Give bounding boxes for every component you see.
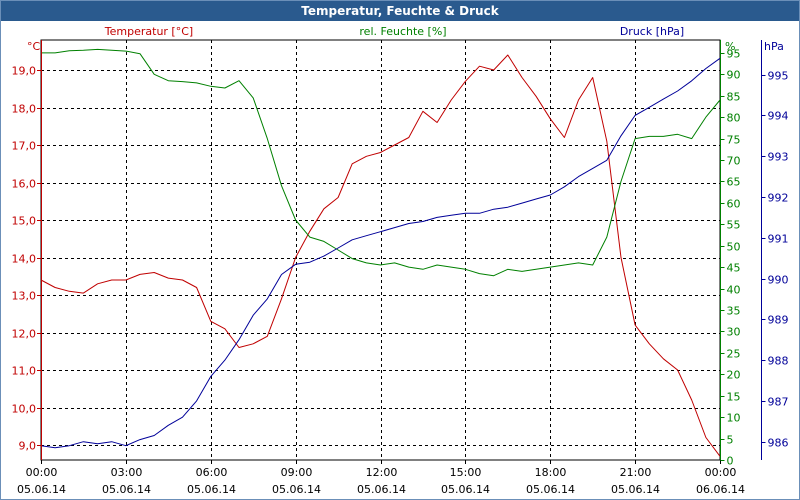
pressure-tick-label: 993 [768,151,789,164]
humidity-tick-label: 85 [727,91,741,104]
temperature-tick-label: 13,0 [12,290,37,303]
series-line-temperature [40,54,721,457]
x-tick-label-time: 03:00 [111,466,143,479]
temperature-tick-label: 18,0 [12,103,37,116]
x-tick-label-date: 05.06.14 [357,483,406,496]
temperature-tick-label: 17,0 [12,140,37,153]
temperature-tick-label: 19,0 [12,65,37,78]
pressure-tick-label: 994 [768,110,789,123]
humidity-tick-label: 90 [727,69,741,82]
humidity-tick-label: 70 [727,155,741,168]
humidity-tick-label: 10 [727,412,741,425]
x-tick-label-date: 05.06.14 [611,483,660,496]
x-tick-label-date: 06.06.14 [696,483,745,496]
x-tick-label-time: 06:00 [196,466,228,479]
axis-labels: 00:00 05.06.14 03:00 05.06.14 06:00 05.06.14 0… [12,25,789,496]
legend-pressure: Druck [hPa] [620,25,684,38]
x-tick-label-time: 21:00 [620,466,652,479]
humidity-tick-label: 60 [727,198,741,211]
legend-humidity: rel. Feuchte [%] [359,25,446,38]
temperature-tick-label: 10,0 [12,403,37,416]
humidity-tick-label: 40 [727,284,741,297]
x-tick-label-time: 18:00 [535,466,567,479]
humidity-tick-label: 15 [727,391,741,404]
x-tick-label-time: 00:00 [26,466,58,479]
humidity-tick-label: 55 [727,219,741,232]
pressure-unit-label: hPa [764,40,784,53]
axes [37,40,766,464]
temperature-tick-label: 9,0 [19,440,37,453]
x-tick-label-time: 00:00 [705,466,737,479]
x-tick-label-date: 05.06.14 [526,483,575,496]
x-tick-label-date: 05.06.14 [441,483,490,496]
pressure-tick-label: 989 [768,314,789,327]
series-line-humidity [41,48,721,277]
x-tick-label-date: 05.06.14 [272,483,321,496]
pressure-tick-label: 987 [768,396,789,409]
series-lines [40,48,721,457]
humidity-tick-label: 25 [727,348,741,361]
temperature-tick-label: 15,0 [12,215,37,228]
pressure-tick-label: 988 [768,355,789,368]
pressure-tick-label: 991 [768,233,789,246]
humidity-tick-label: 5 [727,434,734,447]
pressure-tick-label: 992 [768,192,789,205]
humidity-tick-label: 75 [727,134,741,147]
temperature-tick-label: 11,0 [12,365,37,378]
humidity-tick-label: 20 [727,369,741,382]
humidity-tick-label: 45 [727,262,741,275]
x-tick-label-time: 09:00 [281,466,313,479]
humidity-tick-label: 35 [727,305,741,318]
plot-area [40,39,721,461]
series-line-pressure [40,57,721,449]
x-tick-label-time: 12:00 [366,466,398,479]
humidity-tick-label: 80 [727,112,741,125]
humidity-tick-label: 65 [727,176,741,189]
x-tick-label-time: 15:00 [450,466,482,479]
pressure-tick-label: 986 [768,437,789,450]
temperature-unit-label: °C [27,40,41,53]
chart-canvas: 00:00 05.06.14 03:00 05.06.14 06:00 05.06.14 0… [12,25,789,496]
x-tick-label-date: 05.06.14 [187,483,236,496]
x-tick-label-date: 05.06.14 [102,483,151,496]
legend-temperature: Temperatur [°C] [104,25,193,38]
x-tick-label-date: 05.06.14 [17,483,66,496]
humidity-tick-label: 50 [727,241,741,254]
temperature-tick-label: 12,0 [12,328,37,341]
temperature-tick-label: 14,0 [12,253,37,266]
humidity-tick-label: 0 [727,455,734,468]
humidity-tick-label: 95 [727,48,741,61]
chart-title: Temperatur, Feuchte & Druck [1,1,799,21]
temperature-tick-label: 16,0 [12,178,37,191]
grid [40,39,721,461]
pressure-tick-label: 990 [768,274,789,287]
humidity-tick-label: 30 [727,326,741,339]
humidity-unit-label: % [725,40,735,53]
pressure-tick-label: 995 [768,70,789,83]
